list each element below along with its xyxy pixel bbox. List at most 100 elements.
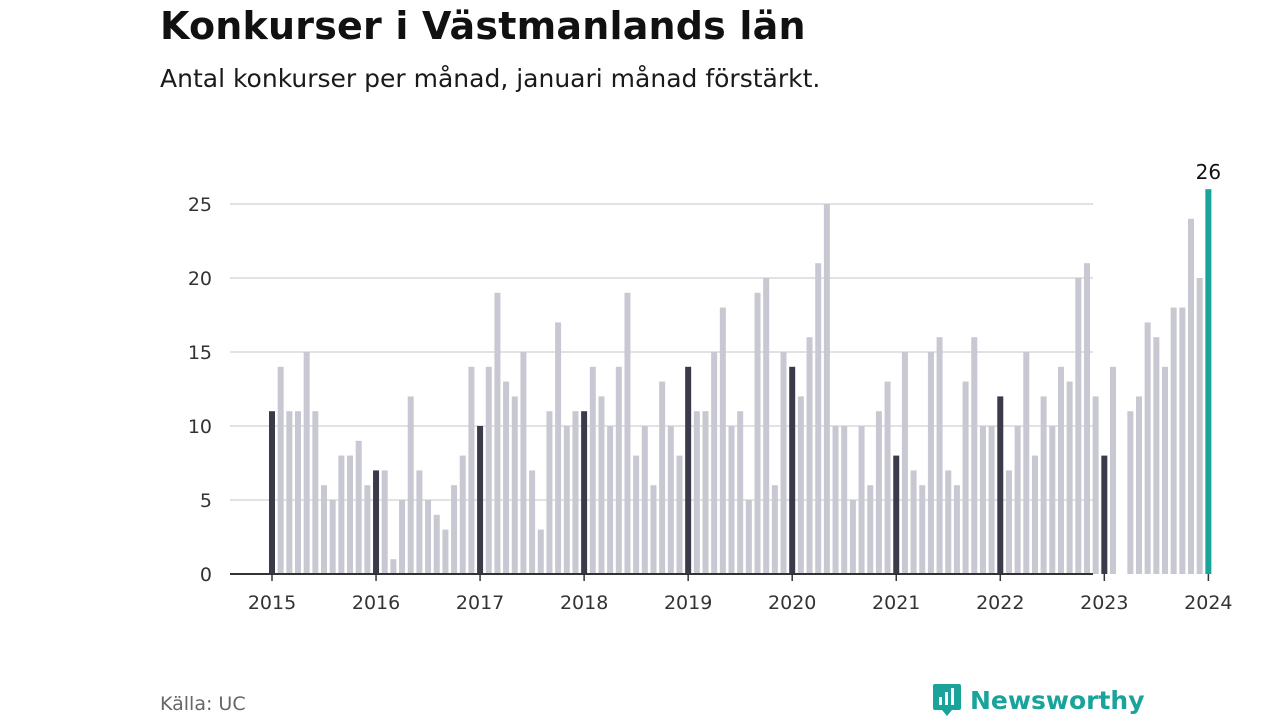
bar xyxy=(771,485,778,574)
bar xyxy=(494,292,501,574)
bar xyxy=(1188,218,1195,575)
bar xyxy=(806,337,813,574)
bar xyxy=(1092,396,1099,574)
bar xyxy=(589,366,596,574)
bar xyxy=(303,352,310,574)
bar-january xyxy=(373,470,380,574)
bar xyxy=(711,352,718,574)
bar-january xyxy=(1101,455,1108,574)
bar xyxy=(537,529,544,574)
bar xyxy=(364,485,371,574)
bar xyxy=(728,426,735,574)
bar xyxy=(1031,455,1038,574)
bar-january xyxy=(477,426,484,574)
bar xyxy=(919,485,926,574)
bar xyxy=(390,559,397,574)
bar xyxy=(962,381,969,574)
bar xyxy=(598,396,605,574)
bar xyxy=(737,411,744,574)
bar xyxy=(1170,307,1177,574)
bar xyxy=(520,352,527,574)
bar xyxy=(485,366,492,574)
bar xyxy=(633,455,640,574)
x-tick-label: 2021 xyxy=(872,592,920,614)
bar xyxy=(1144,322,1151,574)
bar xyxy=(763,278,770,574)
bar xyxy=(693,411,700,574)
bar xyxy=(953,485,960,574)
bar xyxy=(797,396,804,574)
bar xyxy=(381,470,388,574)
bar xyxy=(312,411,319,574)
bar xyxy=(832,426,839,574)
bar xyxy=(979,426,986,574)
bar xyxy=(667,426,674,574)
bar xyxy=(1040,396,1047,574)
bar xyxy=(563,426,570,574)
bar-january xyxy=(893,455,900,574)
bar xyxy=(1179,307,1186,574)
newsworthy-logo-icon xyxy=(933,684,961,716)
bar xyxy=(1049,426,1056,574)
bar xyxy=(572,411,579,574)
bar xyxy=(650,485,657,574)
chart-subtitle: Antal konkurser per månad, januari månad… xyxy=(160,64,821,93)
bar xyxy=(884,381,891,574)
bar xyxy=(676,455,683,574)
bar xyxy=(399,500,406,574)
x-tick-label: 2024 xyxy=(1184,592,1232,614)
data-label-latest: 26 xyxy=(1196,160,1221,184)
bar xyxy=(607,426,614,574)
bar xyxy=(780,352,787,574)
bar xyxy=(641,426,648,574)
bar xyxy=(442,529,449,574)
bar xyxy=(945,470,952,574)
bar xyxy=(503,381,510,574)
bar xyxy=(407,396,414,574)
bar xyxy=(1023,352,1030,574)
y-tick-label: 20 xyxy=(188,268,212,290)
x-tick-label: 2018 xyxy=(560,592,608,614)
bar xyxy=(702,411,709,574)
x-tick-label: 2023 xyxy=(1080,592,1128,614)
brand-logo: Newsworthy xyxy=(932,683,1145,717)
bar xyxy=(529,470,536,574)
bar xyxy=(459,455,466,574)
bar xyxy=(754,292,761,574)
bar xyxy=(338,455,345,574)
x-tick-label: 2019 xyxy=(664,592,712,614)
bar xyxy=(815,263,822,574)
bar xyxy=(849,500,856,574)
bar xyxy=(295,411,302,574)
bar xyxy=(1014,426,1021,574)
bar xyxy=(659,381,666,574)
bar xyxy=(1066,381,1073,574)
y-tick-label: 5 xyxy=(200,490,212,512)
bar xyxy=(841,426,848,574)
bar xyxy=(624,292,631,574)
chart-title: Konkurser i Västmanlands län xyxy=(160,4,806,48)
bar xyxy=(823,204,830,574)
bar xyxy=(936,337,943,574)
x-tick-label: 2022 xyxy=(976,592,1024,614)
bar xyxy=(355,440,362,574)
bar xyxy=(875,411,882,574)
bar xyxy=(988,426,995,574)
bar xyxy=(910,470,917,574)
bar xyxy=(329,500,336,574)
bar-january xyxy=(997,396,1004,574)
bar xyxy=(277,366,284,574)
bar xyxy=(425,500,432,574)
bar xyxy=(719,307,726,574)
bar xyxy=(745,500,752,574)
y-tick-label: 25 xyxy=(188,194,212,216)
bar xyxy=(927,352,934,574)
bar xyxy=(867,485,874,574)
bar xyxy=(511,396,518,574)
y-tick-label: 10 xyxy=(188,416,212,438)
bar xyxy=(1153,337,1160,574)
bar xyxy=(1127,411,1134,574)
bar xyxy=(615,366,622,574)
bar xyxy=(901,352,908,574)
